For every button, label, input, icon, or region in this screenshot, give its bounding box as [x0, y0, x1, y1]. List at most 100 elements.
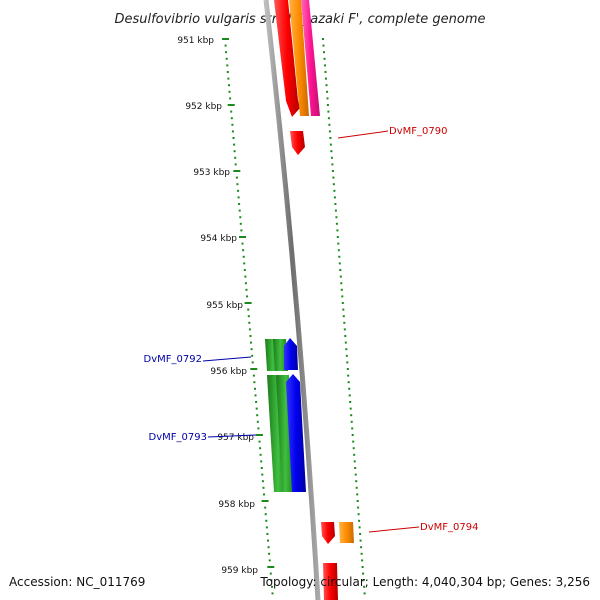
major-tick [267, 566, 275, 568]
minor-tick [339, 269, 342, 271]
minor-tick [350, 420, 353, 423]
minor-tick [251, 354, 254, 357]
tick-label: 952 kbp [185, 102, 222, 112]
gene-arrow[interactable] [284, 338, 298, 370]
minor-tick [353, 453, 356, 456]
minor-tick [267, 546, 270, 549]
minor-tick [231, 130, 234, 133]
minor-tick [250, 341, 252, 344]
svg-text:DvMF_0794: DvMF_0794 [420, 522, 478, 533]
major-tick [255, 434, 263, 436]
minor-tick [252, 374, 255, 377]
minor-tick [326, 97, 329, 100]
minor-tick [333, 189, 336, 192]
gene-label-DvMF_0793[interactable]: DvMF_0793 [149, 432, 257, 443]
minor-tick [361, 566, 364, 568]
minor-tick [233, 150, 236, 153]
minor-tick [325, 84, 328, 87]
gene-label-DvMF_0790[interactable]: DvMF_0790 [337, 126, 447, 139]
minor-tick [329, 143, 332, 146]
minor-tick [271, 592, 274, 595]
minor-tick [354, 473, 357, 476]
right-tick-track [322, 38, 366, 595]
minor-tick [258, 440, 261, 443]
minor-tick [328, 130, 331, 133]
minor-tick [225, 57, 228, 60]
tick-label: 951 kbp [177, 36, 214, 46]
minor-tick [342, 308, 345, 311]
major-tick [244, 302, 252, 304]
gene-arrow[interactable] [290, 131, 305, 155]
minor-tick [332, 183, 335, 186]
minor-tick [326, 90, 328, 93]
minor-tick [265, 526, 268, 529]
gene-arrow[interactable] [321, 522, 335, 544]
major-tick [233, 170, 241, 172]
gene-arrow[interactable] [301, 0, 320, 116]
minor-tick [329, 137, 332, 139]
minor-tick [334, 203, 337, 205]
minor-tick [236, 183, 239, 186]
minor-tick [336, 229, 339, 232]
minor-tick [346, 361, 349, 364]
minor-tick [337, 242, 340, 245]
minor-tick [244, 275, 247, 278]
gene-arrow[interactable] [323, 563, 338, 600]
minor-tick [343, 328, 346, 331]
minor-tick [327, 110, 330, 113]
minor-tick [243, 262, 246, 265]
minor-tick [254, 387, 256, 390]
minor-tick [340, 288, 343, 291]
minor-tick [341, 295, 344, 298]
minor-tick [338, 255, 341, 258]
minor-tick [235, 176, 238, 179]
minor-tick [358, 526, 361, 529]
minor-tick [259, 453, 262, 456]
gene-arrow[interactable] [286, 374, 306, 492]
genome-backbone [263, 0, 321, 600]
minor-tick [360, 546, 363, 549]
minor-tick [247, 308, 250, 311]
gene-arrow[interactable] [289, 0, 309, 116]
minor-tick [263, 493, 265, 496]
tick-label: 958 kbp [218, 500, 255, 510]
gene-label-DvMF_0792[interactable]: DvMF_0792 [144, 354, 252, 365]
minor-tick [335, 216, 338, 219]
minor-tick [345, 354, 348, 357]
minor-tick [238, 209, 241, 212]
minor-tick [244, 282, 247, 285]
minor-tick [225, 51, 228, 54]
minor-tick [234, 156, 237, 159]
tick-label: 955 kbp [206, 301, 243, 311]
gene-arrow[interactable] [339, 522, 354, 543]
minor-tick [331, 170, 334, 172]
gene-label-DvMF_0794[interactable]: DvMF_0794 [368, 522, 478, 533]
minor-tick [361, 559, 364, 562]
gene-arrow[interactable] [274, 0, 300, 117]
minor-tick [253, 381, 256, 384]
minor-tick [344, 335, 347, 337]
major-tick [227, 104, 235, 106]
topology-text: Topology: circular; Length: 4,040,304 bp… [259, 575, 590, 589]
minor-tick [260, 467, 263, 469]
minor-tick [322, 38, 324, 40]
minor-tick [355, 480, 358, 483]
minor-tick [248, 328, 251, 331]
major-tick [261, 500, 269, 502]
minor-tick [360, 552, 363, 555]
minor-tick [241, 242, 244, 245]
minor-tick [353, 460, 356, 463]
minor-tick [357, 506, 360, 509]
minor-tick [250, 348, 253, 351]
minor-tick [334, 209, 337, 212]
minor-tick [359, 539, 362, 542]
minor-tick [230, 117, 233, 120]
minor-tick [327, 117, 330, 120]
minor-tick [324, 71, 327, 73]
minor-tick [362, 579, 365, 582]
minor-tick [232, 137, 235, 139]
minor-tick [228, 84, 230, 87]
minor-tick [257, 427, 260, 430]
minor-tick [243, 269, 246, 271]
gene-cluster-top [274, 0, 320, 155]
